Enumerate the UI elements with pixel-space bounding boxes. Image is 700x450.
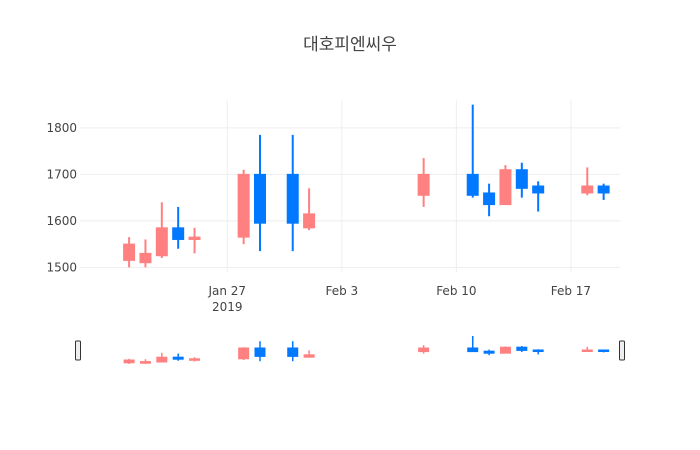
candle-body (466, 173, 479, 196)
slider-candle (287, 341, 299, 362)
candle-increasing (483, 183, 496, 217)
candle-increasing (254, 134, 266, 252)
candle-body (417, 173, 430, 196)
candle-increasing (466, 104, 479, 198)
slider-candle-body (172, 356, 184, 360)
candle-decreasing (417, 158, 430, 207)
x-tick-label: Feb 3 (325, 284, 358, 298)
candle-increasing (172, 206, 185, 249)
y-tick-label: 1600 (46, 214, 77, 228)
candle-body (483, 192, 496, 206)
range-slider[interactable] (75, 336, 625, 364)
candle-increasing (515, 162, 528, 198)
chart-title: 대호피엔씨우 (303, 35, 397, 55)
slider-candle (467, 336, 479, 353)
range-slider-right-handle[interactable] (619, 340, 625, 361)
x-tick-label: Feb 10 (436, 284, 476, 298)
slider-candle (238, 347, 250, 360)
slider-candle-body (581, 349, 593, 352)
slider-candle-body (238, 347, 250, 360)
candle-body (123, 243, 136, 261)
range-slider-left-handle[interactable] (75, 340, 81, 361)
slider-candle (483, 349, 495, 356)
candle-body (532, 185, 545, 194)
slider-candle-body (532, 349, 544, 352)
candle-decreasing (139, 239, 152, 268)
candle-body (139, 252, 152, 264)
slider-candle (418, 345, 430, 354)
candle-body (581, 185, 594, 194)
slider-candle (581, 346, 593, 352)
slider-candle (156, 352, 168, 363)
candle-decreasing (303, 188, 316, 231)
candle-body (155, 227, 168, 257)
slider-candle-body (156, 356, 168, 363)
candle-body (254, 173, 266, 224)
grid-lines (80, 100, 620, 272)
x-tick-sublabel: 2019 (212, 300, 243, 314)
candles-main (123, 104, 610, 268)
candle-increasing (286, 134, 299, 252)
candle-decreasing (499, 165, 512, 206)
candle-body (515, 169, 528, 189)
slider-candle-body (303, 354, 315, 358)
y-tick-label: 1800 (46, 121, 77, 135)
candle-body (172, 227, 185, 240)
slider-candle (499, 346, 511, 354)
slider-candle (254, 341, 266, 362)
slider-candle-body (254, 347, 266, 357)
slider-candle-body (516, 346, 528, 351)
slider-candle-body (467, 347, 479, 353)
x-axis-tick-labels: Jan 27 2019 Feb 3 Feb 10 Feb 17 (207, 284, 591, 314)
slider-candle-body (418, 347, 430, 353)
slider-candle (123, 358, 135, 364)
y-axis-tick-labels: 1500 1600 1700 1800 (46, 121, 77, 274)
candle-body (303, 213, 316, 229)
slider-candle-body (483, 350, 495, 354)
candle-decreasing (581, 167, 594, 196)
candle-increasing (532, 181, 545, 212)
y-tick-label: 1500 (46, 260, 77, 274)
slider-candle (172, 353, 184, 361)
slider-candle-body (499, 346, 511, 354)
candle-body (237, 173, 250, 238)
slider-candle-body (287, 347, 299, 357)
slider-candle (189, 357, 201, 362)
candle-decreasing (123, 237, 136, 268)
candle-body (499, 169, 512, 206)
candle-body (286, 173, 299, 224)
x-tick-label: Jan 27 (207, 284, 246, 298)
slider-candle-body (123, 359, 135, 364)
candle-decreasing (155, 202, 168, 259)
candle-decreasing (237, 169, 250, 245)
candle-body (188, 236, 201, 240)
slider-candle (598, 349, 610, 353)
y-tick-label: 1700 (46, 167, 77, 181)
slider-candle-body (189, 358, 201, 361)
candle-decreasing (188, 227, 201, 254)
slider-candle (532, 349, 544, 355)
x-tick-label: Feb 17 (551, 284, 591, 298)
candle-body (597, 185, 610, 194)
slider-candle-body (139, 361, 151, 364)
slider-candle-body (598, 349, 610, 352)
slider-candle (303, 350, 315, 358)
candle-increasing (597, 183, 610, 200)
slider-candle (516, 346, 528, 352)
slider-candle (139, 359, 151, 364)
